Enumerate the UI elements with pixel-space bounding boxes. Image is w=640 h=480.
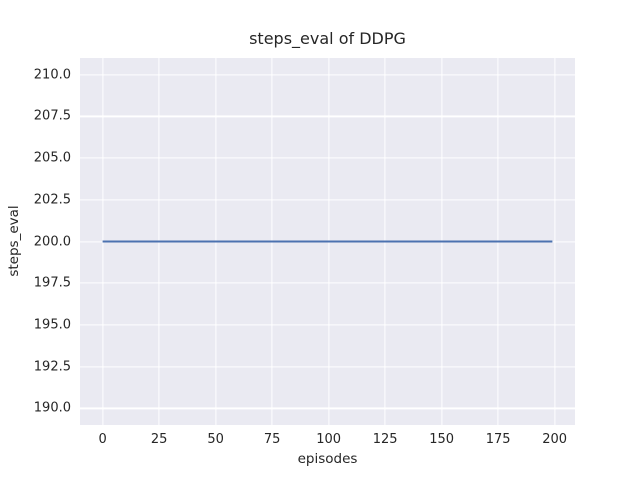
- y-tick-label: 205.0: [33, 150, 71, 166]
- y-tick-label: 192.5: [33, 359, 71, 375]
- gridline-horizontal: [80, 74, 575, 76]
- y-tick-label: 207.5: [33, 108, 71, 124]
- x-tick-label: 25: [150, 432, 168, 447]
- x-tick-label: 175: [485, 432, 511, 447]
- x-tick-label: 100: [316, 432, 342, 447]
- x-tick-label: 125: [372, 432, 398, 447]
- gridline-horizontal: [80, 199, 575, 201]
- y-tick-label: 202.5: [33, 192, 71, 208]
- gridline-vertical: [102, 58, 104, 425]
- y-tick-label: 190.0: [33, 400, 71, 416]
- y-tick-label: 197.5: [33, 275, 71, 291]
- chart-title: steps_eval of DDPG: [249, 29, 406, 48]
- gridline-horizontal: [80, 407, 575, 409]
- x-tick-label: 200: [542, 432, 568, 447]
- gridline-vertical: [554, 58, 556, 425]
- gridline-horizontal: [80, 282, 575, 284]
- gridline-horizontal: [80, 157, 575, 159]
- gridline-horizontal: [80, 115, 575, 117]
- plot-area: [80, 58, 575, 425]
- x-tick-label: 50: [207, 432, 224, 447]
- gridline-horizontal: [80, 366, 575, 368]
- y-tick-label: 195.0: [33, 317, 71, 333]
- y-tick-label: 210.0: [33, 67, 71, 83]
- x-axis-label: episodes: [297, 451, 358, 467]
- y-tick-label: 200.0: [33, 234, 71, 249]
- x-tick-label: 75: [263, 432, 281, 447]
- gridline-horizontal: [80, 324, 575, 326]
- x-tick-label: 150: [429, 432, 455, 447]
- series-layer: [102, 240, 553, 243]
- x-tick-label: 0: [98, 432, 107, 447]
